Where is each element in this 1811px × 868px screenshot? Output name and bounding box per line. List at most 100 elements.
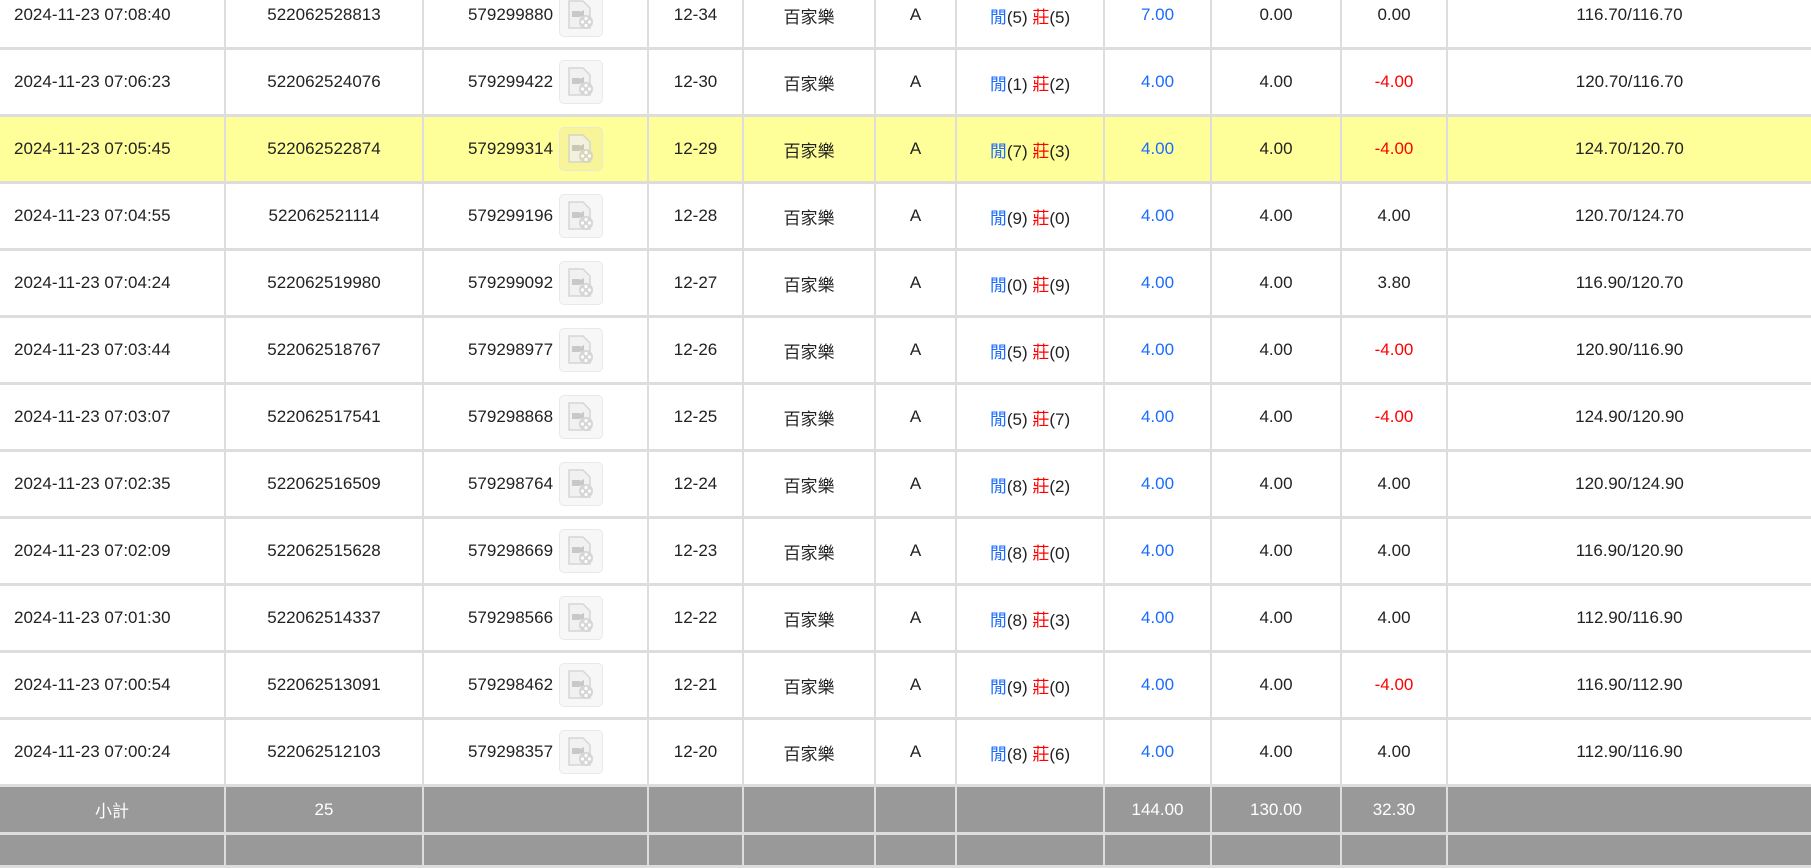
table-row[interactable]: 2024-11-23 07:02:35 522062516509 5792987… (0, 450, 1811, 519)
valid-amount: 4.00 (1210, 718, 1342, 787)
video-file-icon[interactable] (559, 529, 604, 573)
balance: 116.90/120.90 (1446, 517, 1811, 586)
total-row (0, 833, 1811, 868)
banker-score: (3) (1049, 610, 1071, 630)
video-file-icon[interactable] (559, 730, 604, 774)
round-cell: 579298868 (422, 383, 649, 452)
player-score: (9) (1006, 208, 1028, 228)
shoe-round: 12-34 (647, 0, 744, 50)
result-cell: 閒(8) 莊(3) (955, 584, 1105, 653)
bet-time: 2024-11-23 07:04:24 (0, 249, 226, 318)
result-cell: 閒(7) 莊(3) (955, 115, 1105, 184)
result-cell: 閒(5) 莊(7) (955, 383, 1105, 452)
bet-time: 2024-11-23 07:03:07 (0, 383, 226, 452)
empty-cell (742, 785, 876, 835)
empty-cell (874, 785, 957, 835)
round-id: 579298669 (467, 541, 554, 560)
balance: 124.70/120.70 (1446, 115, 1811, 184)
round-cell: 579299422 (422, 48, 649, 117)
valid-amount: 4.00 (1210, 115, 1342, 184)
video-file-icon[interactable] (559, 60, 604, 104)
table-row[interactable]: 2024-11-23 07:02:09 522062515628 5792986… (0, 517, 1811, 586)
player-label: 閒 (989, 342, 1007, 362)
valid-amount: 4.00 (1210, 182, 1342, 251)
bet-amount: 4.00 (1103, 48, 1212, 117)
player-label: 閒 (989, 610, 1007, 630)
table-row[interactable]: 2024-11-23 07:08:40 522062528813 5792998… (0, 0, 1811, 50)
banker-label: 莊 (1032, 74, 1050, 94)
win-amount: 4.00 (1340, 584, 1448, 653)
balance: 120.70/124.70 (1446, 182, 1811, 251)
video-file-icon[interactable] (559, 261, 604, 305)
player-score: (1) (1006, 74, 1028, 94)
banker-label: 莊 (1032, 610, 1050, 630)
result-cell: 閒(8) 莊(0) (955, 517, 1105, 586)
empty-cell (0, 833, 226, 868)
table-row[interactable]: 2024-11-23 07:04:24 522062519980 5792990… (0, 249, 1811, 318)
subtotal-bet: 144.00 (1103, 785, 1212, 835)
bet-id: 522062512103 (224, 718, 424, 787)
banker-label: 莊 (1032, 342, 1050, 362)
table-row[interactable]: 2024-11-23 07:00:54 522062513091 5792984… (0, 651, 1811, 720)
table-name: A (874, 48, 957, 117)
banker-score: (9) (1049, 275, 1071, 295)
banker-score: (2) (1049, 74, 1071, 94)
table-name: A (874, 450, 957, 519)
table-row[interactable]: 2024-11-23 07:03:07 522062517541 5792988… (0, 383, 1811, 452)
video-file-icon[interactable] (559, 462, 604, 506)
video-file-icon[interactable] (559, 395, 604, 439)
bet-time: 2024-11-23 07:08:40 (0, 0, 226, 50)
empty-cell (955, 833, 1105, 868)
bet-id: 522062518767 (224, 316, 424, 385)
game-name: 百家樂 (742, 517, 876, 586)
video-file-icon[interactable] (559, 328, 604, 372)
win-amount: -4.00 (1340, 383, 1448, 452)
bet-time: 2024-11-23 07:01:30 (0, 584, 226, 653)
player-score: (8) (1006, 610, 1028, 630)
table-row[interactable]: 2024-11-23 07:01:30 522062514337 5792985… (0, 584, 1811, 653)
game-name: 百家樂 (742, 450, 876, 519)
empty-cell (955, 785, 1105, 835)
player-label: 閒 (989, 476, 1007, 496)
table-row[interactable]: 2024-11-23 07:05:45 522062522874 5792993… (0, 115, 1811, 184)
shoe-round: 12-26 (647, 316, 744, 385)
player-label: 閒 (989, 7, 1007, 27)
table-row[interactable]: 2024-11-23 07:03:44 522062518767 5792989… (0, 316, 1811, 385)
table-name: A (874, 249, 957, 318)
video-file-icon[interactable] (559, 0, 604, 37)
bet-amount: 4.00 (1103, 517, 1212, 586)
table-name: A (874, 651, 957, 720)
banker-label: 莊 (1032, 275, 1050, 295)
banker-label: 莊 (1032, 476, 1050, 496)
table-row[interactable]: 2024-11-23 07:06:23 522062524076 5792994… (0, 48, 1811, 117)
bet-time: 2024-11-23 07:02:09 (0, 517, 226, 586)
win-amount: -4.00 (1340, 115, 1448, 184)
player-score: (0) (1006, 275, 1028, 295)
video-file-icon[interactable] (559, 194, 604, 238)
round-cell: 579299196 (422, 182, 649, 251)
table-row[interactable]: 2024-11-23 07:04:55 522062521114 5792991… (0, 182, 1811, 251)
round-id: 579298357 (467, 742, 554, 761)
subtotal-win: 32.30 (1340, 785, 1448, 835)
subtotal-row: 小計 25 144.00 130.00 32.30 (0, 785, 1811, 835)
balance: 120.70/116.70 (1446, 48, 1811, 117)
game-name: 百家樂 (742, 584, 876, 653)
player-label: 閒 (989, 744, 1007, 764)
valid-amount: 4.00 (1210, 249, 1342, 318)
table-row[interactable]: 2024-11-23 07:00:24 522062512103 5792983… (0, 718, 1811, 787)
balance: 112.90/116.90 (1446, 718, 1811, 787)
video-file-icon[interactable] (559, 596, 604, 640)
video-file-icon[interactable] (559, 663, 604, 707)
banker-score: (0) (1049, 342, 1071, 362)
win-amount: 3.80 (1340, 249, 1448, 318)
empty-cell (422, 833, 649, 868)
video-file-icon[interactable] (559, 127, 604, 171)
shoe-round: 12-22 (647, 584, 744, 653)
bet-amount: 4.00 (1103, 182, 1212, 251)
bet-amount: 4.00 (1103, 584, 1212, 653)
bet-time: 2024-11-23 07:00:54 (0, 651, 226, 720)
game-name: 百家樂 (742, 115, 876, 184)
result-cell: 閒(9) 莊(0) (955, 651, 1105, 720)
empty-cell (1103, 833, 1212, 868)
bet-amount: 4.00 (1103, 383, 1212, 452)
